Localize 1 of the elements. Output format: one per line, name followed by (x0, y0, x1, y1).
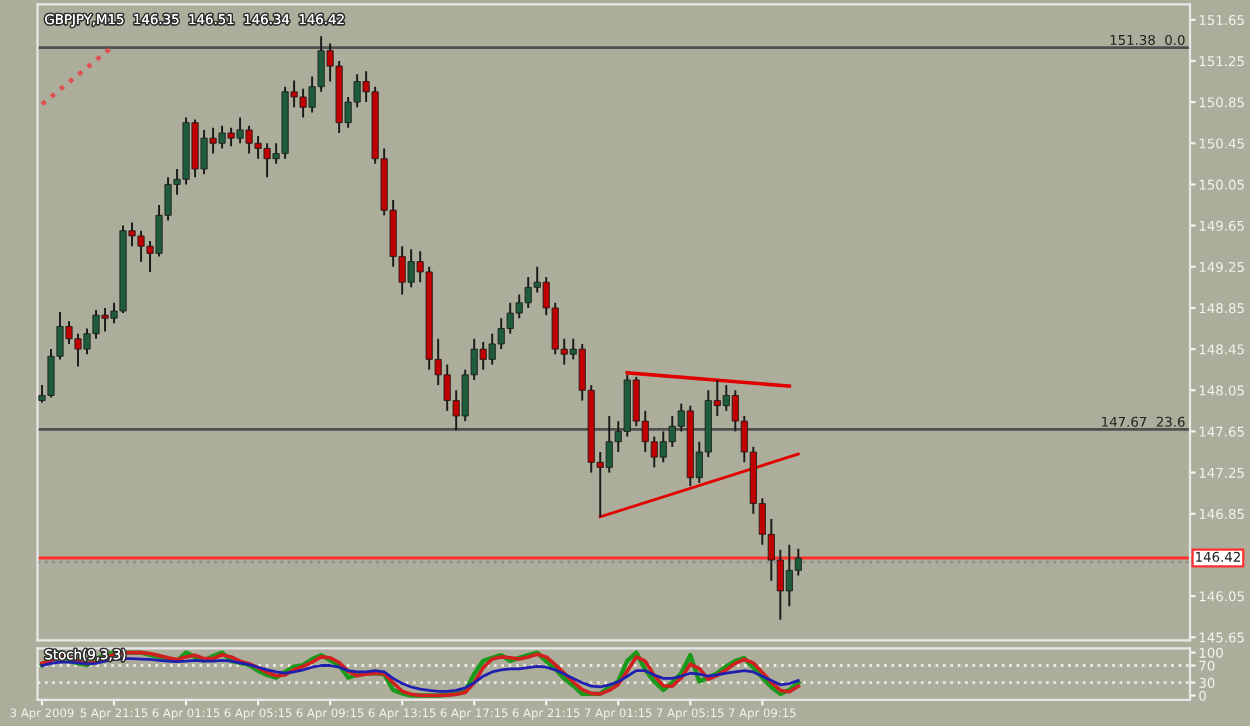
line-series (40, 657, 800, 693)
